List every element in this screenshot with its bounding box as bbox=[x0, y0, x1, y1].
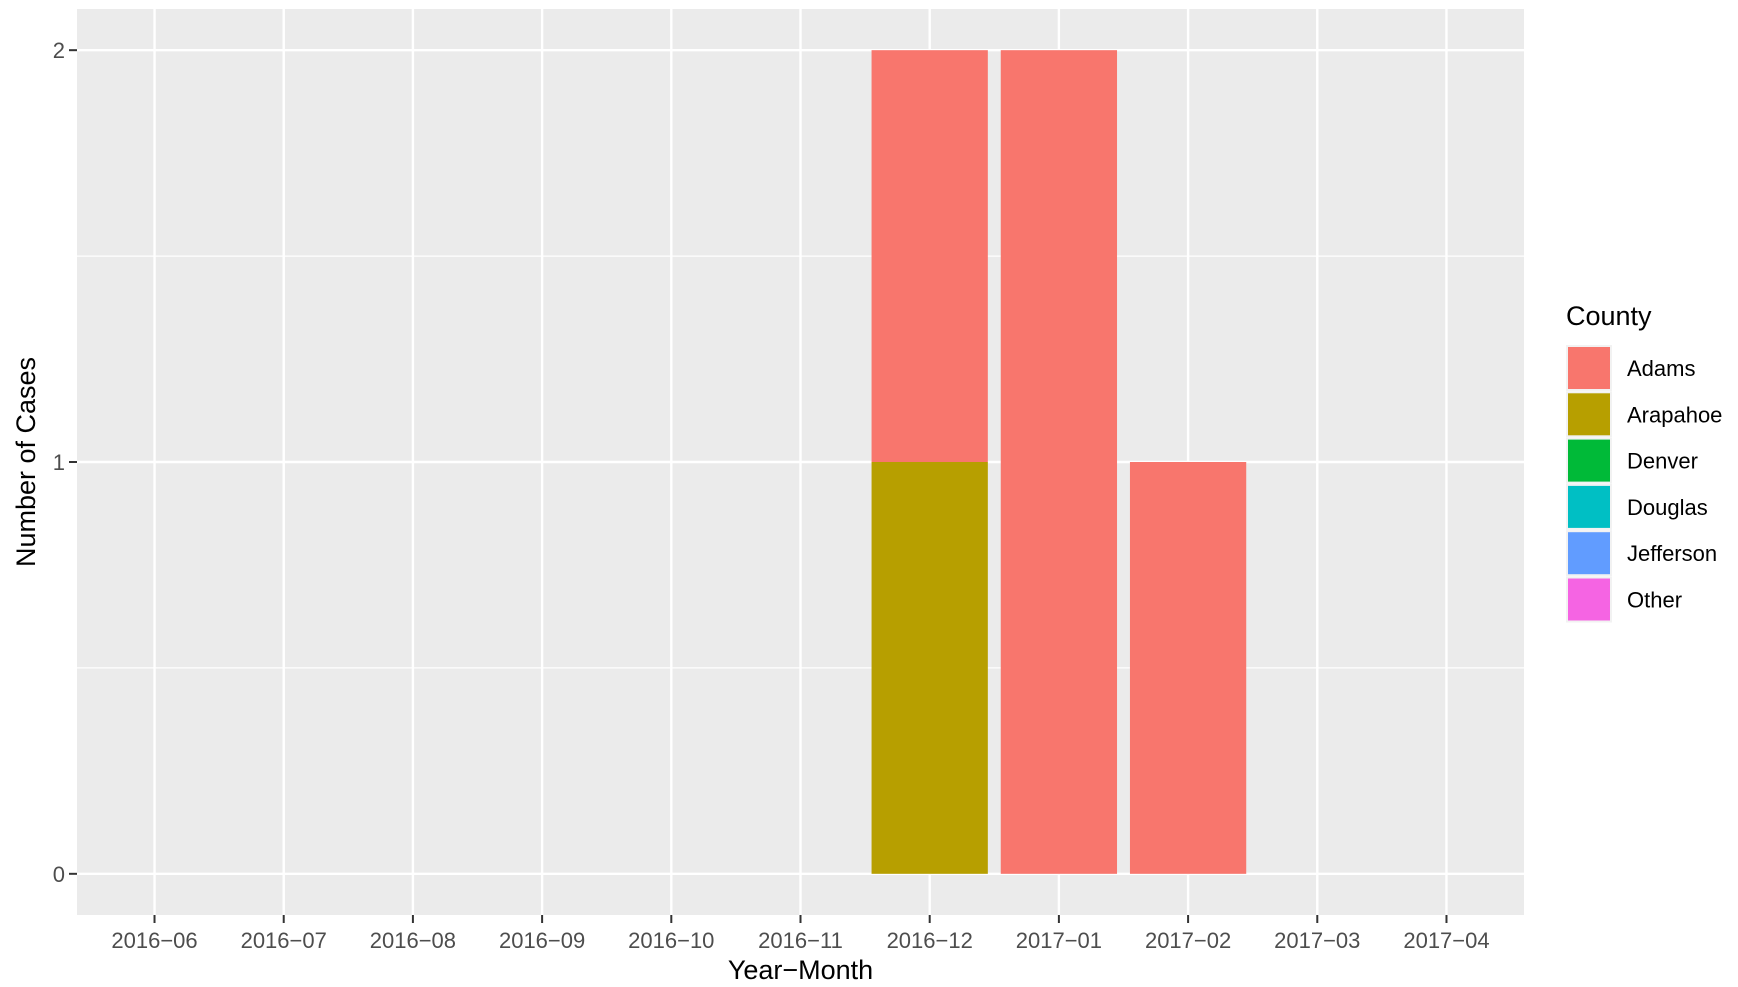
legend-swatch-adams bbox=[1568, 347, 1610, 389]
x-tick-label: 2016−10 bbox=[628, 928, 714, 953]
y-axis: 0 1 2 bbox=[53, 38, 77, 887]
x-axis: 2016−06 2016−07 2016−08 2016−09 2016−10 2016−… bbox=[111, 915, 1490, 953]
legend-label-denver: Denver bbox=[1627, 449, 1698, 474]
y-axis-title: Number of Cases bbox=[11, 357, 41, 567]
legend: County Adams Arapahoe Denver Douglas Jeffers… bbox=[1566, 301, 1722, 623]
legend-label-adams: Adams bbox=[1627, 356, 1695, 381]
x-tick-label: 2017−01 bbox=[1016, 928, 1102, 953]
legend-label-arapahoe: Arapahoe bbox=[1627, 402, 1722, 427]
x-tick-label: 2016−07 bbox=[241, 928, 327, 953]
bar-adams-6 bbox=[871, 50, 988, 462]
x-tick-label: 2016−06 bbox=[111, 928, 197, 953]
legend-label-douglas: Douglas bbox=[1627, 495, 1708, 520]
x-axis-title: Year−Month bbox=[728, 955, 873, 985]
legend-title: County bbox=[1566, 301, 1652, 331]
x-tick-label: 2017−03 bbox=[1274, 928, 1360, 953]
y-tick-label: 0 bbox=[53, 862, 65, 887]
y-tick-label: 2 bbox=[53, 38, 65, 63]
legend-label-jefferson: Jefferson bbox=[1627, 541, 1717, 566]
bar-adams-8 bbox=[1129, 462, 1247, 874]
legend-swatch-denver bbox=[1568, 439, 1610, 482]
x-tick-label: 2016−09 bbox=[499, 928, 585, 953]
legend-swatch-jefferson bbox=[1568, 532, 1610, 575]
legend-swatch-other bbox=[1568, 578, 1610, 621]
bar-adams-7 bbox=[1000, 50, 1118, 874]
bar-arapahoe-6 bbox=[871, 462, 988, 874]
bar-stack-group bbox=[871, 50, 1247, 874]
legend-swatch-douglas bbox=[1568, 485, 1610, 528]
legend-label-other: Other bbox=[1627, 588, 1682, 613]
x-tick-label: 2017−04 bbox=[1403, 928, 1489, 953]
legend-swatch-arapahoe bbox=[1568, 393, 1610, 436]
y-tick-label: 1 bbox=[53, 450, 65, 475]
x-tick-label: 2016−08 bbox=[370, 928, 456, 953]
x-tick-label: 2016−11 bbox=[758, 928, 843, 953]
x-tick-label: 2016−12 bbox=[887, 928, 973, 953]
major-gridlines bbox=[77, 9, 1524, 915]
x-tick-label: 2017−02 bbox=[1145, 928, 1231, 953]
